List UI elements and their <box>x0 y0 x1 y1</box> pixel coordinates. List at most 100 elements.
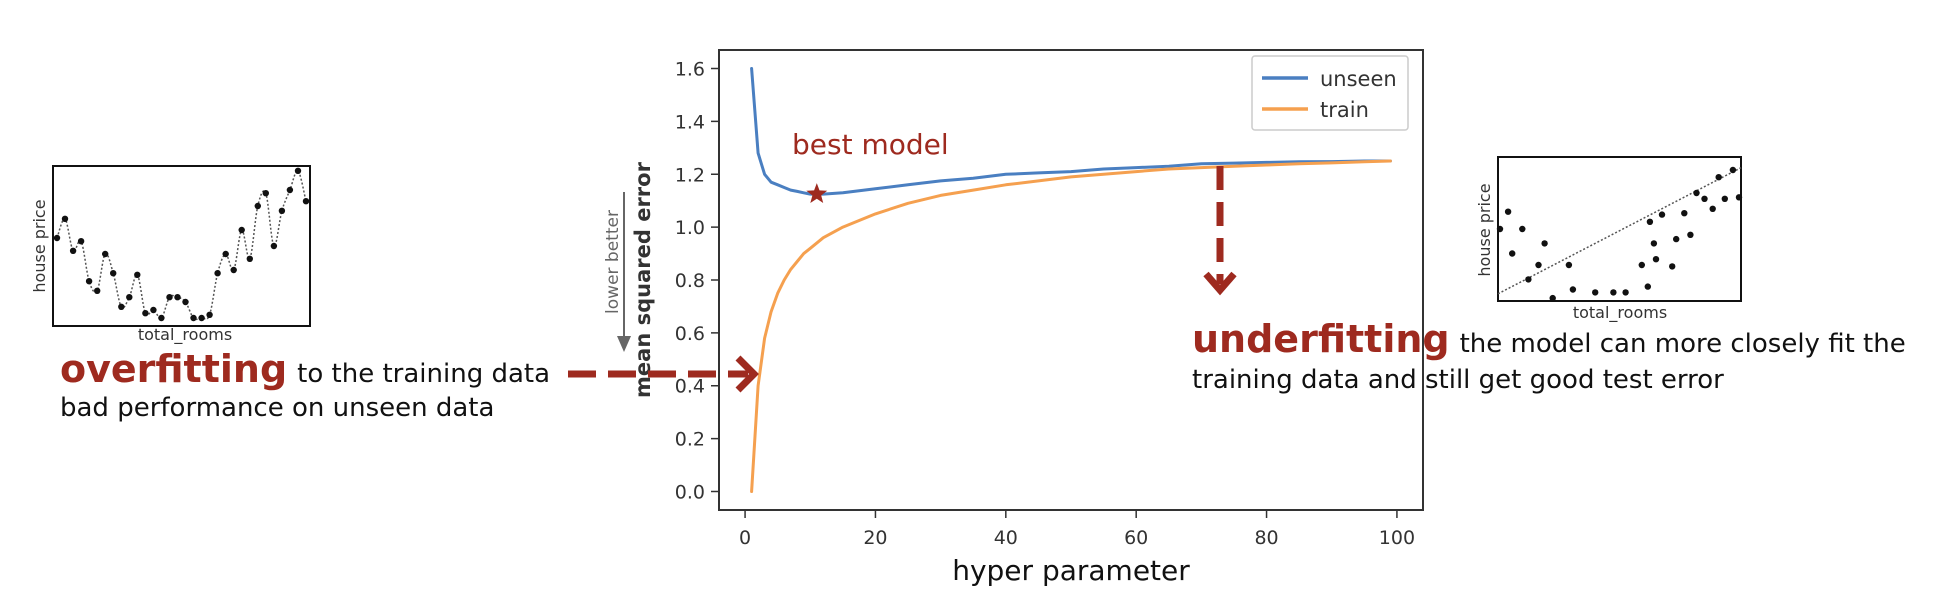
overfit-point <box>214 270 221 277</box>
underfitting-text-line1: underfitting the model can more closely f… <box>1192 317 1906 361</box>
series-line-unseen <box>750 67 1392 196</box>
overfit-point <box>150 306 157 314</box>
overfitting-annotation: overfitting to the training data bad perf… <box>60 347 759 423</box>
underfitting-annotation: underfitting the model can more closely f… <box>1192 166 1906 395</box>
underfit-point <box>1669 263 1676 270</box>
y-tick-label: 1.2 <box>675 164 705 186</box>
underfit-point <box>1709 205 1716 212</box>
overfit-inset-ylabel: house price <box>30 199 49 292</box>
underfit-point <box>1519 225 1526 233</box>
overfit-points <box>53 167 310 322</box>
main-x-ticks: 0 20 40 60 80 100 <box>739 510 1415 549</box>
overfit-point <box>110 270 117 277</box>
main-series-lines <box>750 67 1392 493</box>
x-tick-label: 0 <box>739 527 751 549</box>
overfit-inset-chart: total_rooms house price <box>30 165 311 345</box>
legend-label-train: train <box>1320 98 1369 122</box>
underfit-point <box>1715 174 1722 181</box>
y-tick-label: 0.2 <box>675 429 705 451</box>
y-tick-label: 1.6 <box>675 59 705 81</box>
overfit-point <box>238 226 245 234</box>
underfit-point <box>1673 235 1680 243</box>
underfit-point <box>1541 240 1548 247</box>
overfit-point <box>278 207 286 214</box>
overfit-point <box>198 314 205 322</box>
overfit-point <box>286 186 294 194</box>
overfitting-title: overfitting <box>60 347 287 391</box>
best-model-star-icon <box>806 183 828 203</box>
legend-box <box>1251 55 1409 131</box>
legend-label-unseen: unseen <box>1320 67 1397 91</box>
overfit-point <box>134 271 141 278</box>
overfit-point <box>230 266 237 274</box>
underfit-point <box>1693 189 1700 197</box>
main-y-ticks: 0.0 0.2 0.4 0.6 0.8 1.0 1.2 1.4 1.6 <box>675 59 719 503</box>
underfit-point <box>1509 250 1516 257</box>
lower-better-label: lower better <box>603 210 623 314</box>
x-tick-label: 40 <box>994 527 1018 549</box>
underfitting-title: underfitting <box>1192 317 1450 361</box>
overfit-point <box>190 314 197 322</box>
underfit-point <box>1592 289 1599 296</box>
underfit-point <box>1735 194 1743 201</box>
overfit-point <box>53 234 61 242</box>
overfit-point <box>262 190 269 197</box>
underfitting-line2: training data and still get good test er… <box>1192 365 1724 395</box>
overfit-point <box>302 198 310 205</box>
underfitting-arrowhead <box>1203 271 1237 296</box>
overfit-point <box>222 250 229 258</box>
lower-better-indicator: lower better <box>603 192 631 352</box>
overfit-point <box>142 310 149 317</box>
underfit-inset-frame <box>1497 156 1742 302</box>
overfit-point <box>102 250 109 258</box>
y-tick-label: 0.8 <box>675 270 705 292</box>
overfit-point <box>206 311 213 318</box>
overfit-inset-xlabel: total_rooms <box>138 325 232 345</box>
y-tick-label: 1.0 <box>675 217 705 239</box>
overfit-point <box>69 247 77 254</box>
underfit-point <box>1569 286 1577 293</box>
overfit-point <box>270 242 278 250</box>
underfit-points <box>1496 166 1743 302</box>
underfit-point <box>1687 231 1694 238</box>
x-tick-label: 100 <box>1379 527 1415 549</box>
overfit-point <box>182 298 189 306</box>
underfit-point <box>1701 195 1708 202</box>
overfit-point <box>77 238 85 245</box>
underfit-inset-chart: total_rooms house price <box>1475 156 1743 323</box>
legend: unseen train <box>1251 55 1409 131</box>
overfit-point <box>246 255 253 262</box>
underfitting-line1: the model can more closely fit the <box>1460 329 1906 359</box>
underfit-point <box>1565 261 1573 269</box>
underfit-point <box>1535 261 1542 269</box>
main-chart: 0.0 0.2 0.4 0.6 0.8 1.0 1.2 1.4 1.6 0 20 40 60 80 100… <box>603 49 1424 587</box>
underfit-point <box>1638 261 1646 269</box>
overfit-point <box>85 278 93 285</box>
x-tick-label: 60 <box>1124 527 1148 549</box>
overfit-point <box>294 167 302 174</box>
underfit-inset-xlabel: total_rooms <box>1573 303 1667 323</box>
series-line-train <box>750 159 1392 493</box>
underfit-point <box>1646 218 1654 225</box>
overfitting-line1: to the training data <box>297 359 550 389</box>
overfit-point <box>118 303 125 310</box>
x-tick-label: 20 <box>863 527 887 549</box>
underfit-point <box>1525 276 1532 283</box>
underfit-point <box>1729 166 1737 174</box>
overfitting-text-line1: overfitting to the training data <box>60 347 550 391</box>
lower-better-arrowhead <box>617 336 631 352</box>
x-tick-label: 80 <box>1254 527 1278 549</box>
underfit-point <box>1504 208 1512 215</box>
underfit-trend-line <box>1497 167 1742 295</box>
overfit-point <box>158 314 165 322</box>
underfit-point <box>1549 294 1556 302</box>
underfit-point <box>1658 211 1666 218</box>
best-model-label: best model <box>792 128 949 161</box>
best-model-marker: best model <box>792 128 949 203</box>
y-axis-label: mean squared error <box>631 161 655 398</box>
underfit-point <box>1622 289 1629 296</box>
underfit-point <box>1721 195 1729 202</box>
overfitting-arrowhead <box>735 355 759 393</box>
underfit-point <box>1681 210 1688 217</box>
